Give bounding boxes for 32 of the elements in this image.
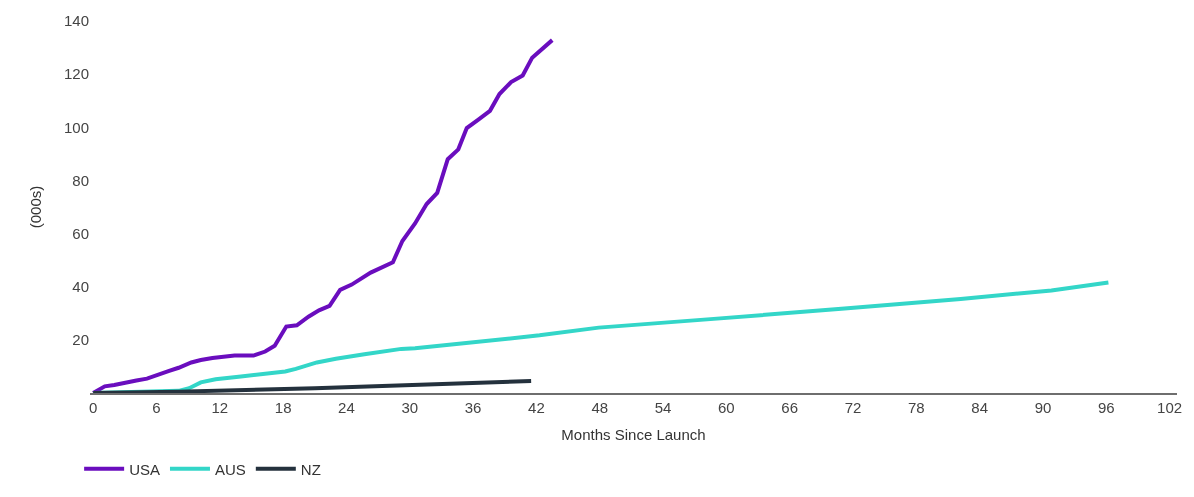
legend-label: AUS <box>214 460 246 478</box>
x-tick-label: 48 <box>591 398 609 416</box>
y-tick-label: 60 <box>72 224 89 242</box>
x-axis-title: Months Since Launch <box>561 426 706 444</box>
x-tick-label: 6 <box>152 398 161 416</box>
y-tick-label: 20 <box>72 331 89 349</box>
y-tick-label: 140 <box>63 12 89 30</box>
x-tick-label: 72 <box>844 398 862 416</box>
x-tick-label: 90 <box>1034 398 1052 416</box>
line-series <box>91 38 555 393</box>
x-tick-label: 66 <box>781 398 799 416</box>
x-tick-label: 24 <box>338 398 355 416</box>
x-tick-label: 12 <box>211 398 229 416</box>
legend-label: NZ <box>300 460 321 478</box>
x-tick-label: 96 <box>1097 398 1115 416</box>
x-tick-label: 60 <box>718 398 735 416</box>
x-tick-label: 54 <box>654 398 672 416</box>
y-tick-label: 120 <box>63 65 89 83</box>
y-tick-label: 40 <box>72 277 89 295</box>
x-tick-label: 36 <box>464 398 482 416</box>
y-axis-title: (000s) <box>27 185 45 229</box>
x-tick-label: 78 <box>907 398 925 416</box>
x-tick-label: 102 <box>1157 398 1183 416</box>
x-tick-label: 0 <box>89 398 98 416</box>
x-tick-label: 18 <box>274 398 292 416</box>
y-tick-label: 100 <box>63 118 89 136</box>
y-tick-label: 80 <box>72 171 89 189</box>
x-tick-label: 30 <box>401 398 419 416</box>
x-tick-label: 42 <box>528 398 545 416</box>
line-series <box>91 379 534 393</box>
legend-label: USA <box>129 460 160 478</box>
x-tick-label: 84 <box>971 398 988 416</box>
